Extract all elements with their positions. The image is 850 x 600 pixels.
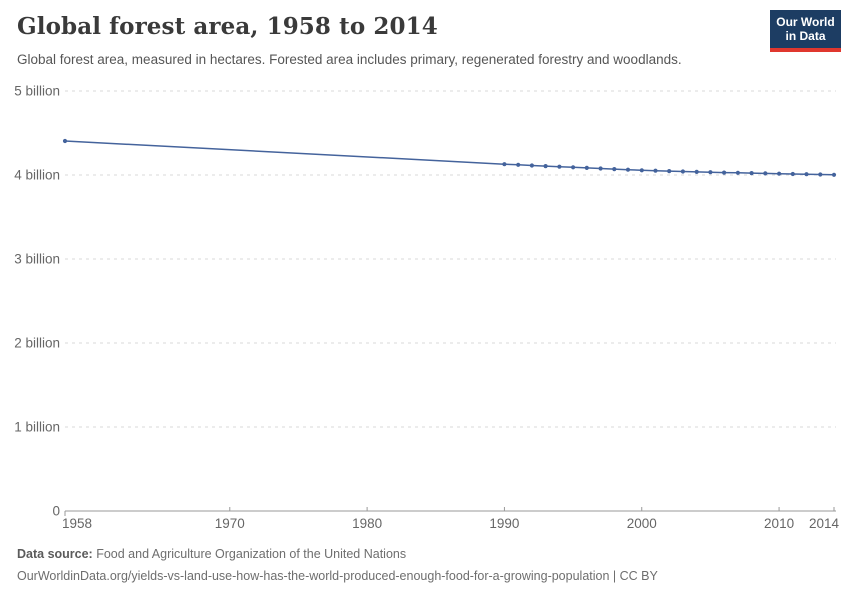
data-point-marker[interactable] — [694, 169, 699, 174]
y-axis-tick-label: 4 billion — [14, 168, 60, 183]
data-point-marker[interactable] — [571, 165, 576, 170]
forest-area-line[interactable] — [64, 140, 835, 176]
data-point-marker[interactable] — [777, 171, 782, 176]
y-axis-tick-label: 2 billion — [14, 336, 60, 351]
data-point-marker[interactable] — [612, 167, 617, 172]
x-axis-tick-label: 1990 — [489, 516, 519, 531]
data-point-marker[interactable] — [790, 171, 795, 177]
chart-subtitle: Global forest area, measured in hectares… — [17, 52, 682, 67]
data-point-marker[interactable] — [62, 138, 68, 144]
data-point-marker[interactable] — [516, 162, 521, 167]
chart-footer: Data source: Food and Agriculture Organi… — [17, 547, 837, 583]
owid-logo[interactable]: Our World in Data — [770, 10, 841, 52]
data-source-text: Food and Agriculture Organization of the… — [92, 547, 407, 561]
data-point-marker[interactable] — [722, 170, 727, 175]
data-source-line: Data source: Food and Agriculture Organi… — [17, 547, 837, 561]
data-point-marker[interactable] — [708, 170, 713, 175]
y-axis-tick-label: 1 billion — [14, 420, 60, 435]
data-point-marker[interactable] — [831, 172, 837, 177]
owid-logo-line2: in Data — [785, 29, 826, 44]
x-axis-tick-label: 2014 — [809, 516, 840, 531]
data-point-marker[interactable] — [749, 171, 754, 176]
data-point-marker[interactable] — [502, 162, 507, 167]
owid-logo-line1: Our World — [776, 15, 835, 29]
data-point-marker[interactable] — [763, 171, 768, 176]
x-axis-tick-label: 1970 — [215, 516, 245, 531]
x-axis-tick-label: 1958 — [62, 516, 92, 531]
data-source-label: Data source: — [17, 547, 93, 561]
data-point-marker[interactable] — [680, 169, 686, 174]
data-point-marker[interactable] — [625, 167, 631, 172]
x-axis-tick-label: 2000 — [627, 516, 657, 531]
data-point-marker[interactable] — [598, 166, 603, 171]
x-axis-tick-label: 2010 — [764, 516, 794, 531]
data-point-marker[interactable] — [639, 168, 644, 173]
y-axis-tick-label: 3 billion — [14, 252, 60, 267]
data-point-marker[interactable] — [735, 170, 741, 175]
page-title: Global forest area, 1958 to 2014 — [17, 13, 438, 40]
data-point-marker[interactable] — [543, 164, 548, 169]
x-axis-tick-label: 1980 — [352, 516, 382, 531]
data-point-marker[interactable] — [529, 163, 535, 168]
footer-url[interactable]: OurWorldinData.org/yields-vs-land-use-ho… — [17, 569, 658, 583]
data-point-marker[interactable] — [653, 168, 658, 173]
data-point-marker[interactable] — [667, 169, 672, 174]
data-point-marker[interactable] — [557, 164, 562, 169]
y-axis-tick-label: 0 — [52, 504, 60, 519]
data-point-marker[interactable] — [818, 172, 823, 177]
y-axis-tick-label: 5 billion — [14, 84, 60, 99]
data-point-marker[interactable] — [804, 172, 809, 177]
data-point-marker[interactable] — [584, 165, 589, 170]
